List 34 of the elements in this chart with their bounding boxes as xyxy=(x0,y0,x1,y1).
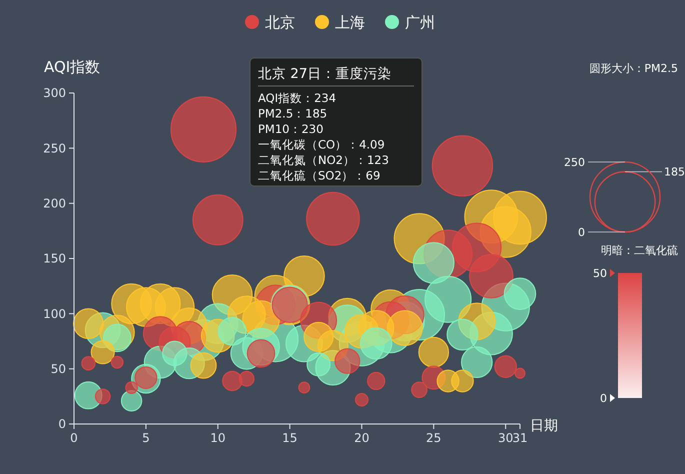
legend-label: 250 xyxy=(564,156,585,169)
text: 圆形大小：PM2.5 xyxy=(589,62,678,75)
x-tick-label: 0 xyxy=(70,431,78,445)
text: 北京 27日：重度污染 xyxy=(258,66,392,82)
y-tick-label: 0 xyxy=(58,417,66,432)
color-bar-label: 0 xyxy=(600,392,607,405)
legend-label: 上海 xyxy=(335,13,365,32)
y-axis-title: AQI指数 xyxy=(44,58,100,76)
color-bar-label: 50 xyxy=(593,266,607,280)
legend-label: 北京 xyxy=(265,13,295,32)
legend-label: 185 xyxy=(664,166,685,179)
x-tick-label: 10 xyxy=(210,431,226,445)
y-tick-label: 100 xyxy=(43,306,66,321)
x-axis-title: 日期 xyxy=(530,418,558,434)
legend-label: 广州 xyxy=(405,13,435,32)
x-tick-label: 15 xyxy=(282,431,298,445)
x-tick-label: 5 xyxy=(142,431,150,445)
annotation: 一氧化碳（CO）：4.09 xyxy=(258,138,385,152)
x-tick-label: 25 xyxy=(426,431,442,445)
y-tick-label: 300 xyxy=(43,86,66,100)
color-bar-title: 明暗：二氧化硫 xyxy=(601,244,678,257)
text: 0 xyxy=(578,226,585,239)
annotation: AQI指数：234 xyxy=(258,91,336,105)
annotation: PM10：230 xyxy=(258,122,324,136)
x-tick-label: 20 xyxy=(354,431,370,445)
x-tick-label: 31 xyxy=(512,431,528,445)
y-tick-label: 150 xyxy=(43,252,66,266)
y-tick-label: 50 xyxy=(50,362,66,376)
annotation: PM2.5：185 xyxy=(258,106,328,120)
annotation: 二氧化氮（NO2）：123 xyxy=(258,153,389,167)
x-tick-label: 30 xyxy=(498,431,514,445)
y-tick-label: 200 xyxy=(43,196,66,211)
y-tick-label: 250 xyxy=(43,141,66,156)
annotation: 二氧化硫（SO2）：69 xyxy=(258,168,380,182)
